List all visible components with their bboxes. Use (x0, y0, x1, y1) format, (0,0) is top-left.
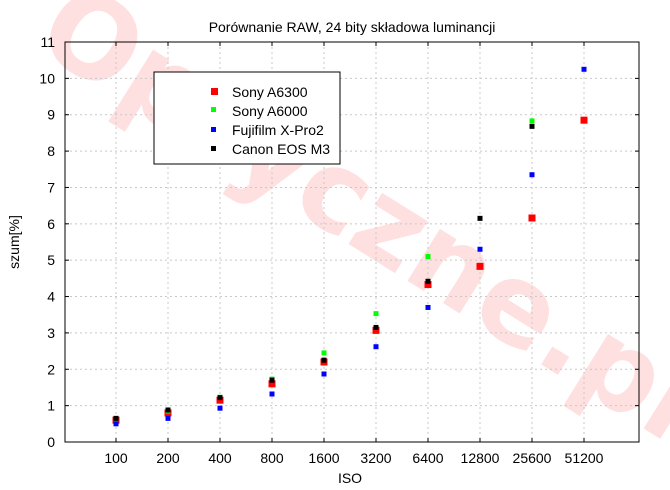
x-tick-label: 12800 (461, 450, 500, 466)
x-tick-label: 3200 (360, 450, 391, 466)
data-point-sony-a6300 (372, 326, 380, 334)
y-axis: 0 1 2 3 4 5 6 7 8 9 10 11 (39, 34, 639, 450)
y-tick-label: 7 (47, 179, 55, 195)
data-point-fujifilm-x-pro2 (529, 172, 535, 178)
y-tick-label: 9 (47, 107, 55, 123)
legend-marker (211, 88, 218, 95)
x-tick-label: 51200 (565, 450, 604, 466)
data-point-sony-a6300 (268, 380, 276, 388)
data-points (112, 66, 588, 427)
data-point-fujifilm-x-pro2 (373, 344, 379, 350)
data-point-sony-a6300 (476, 262, 484, 270)
y-tick-label: 8 (47, 143, 55, 159)
y-tick-label: 11 (40, 34, 55, 50)
data-point-sony-a6000 (425, 254, 431, 260)
data-point-canon-eos-m3 (217, 395, 223, 401)
x-tick-label: 6400 (412, 450, 443, 466)
y-tick-label: 10 (39, 70, 55, 86)
data-point-sony-a6300 (216, 396, 224, 404)
legend-item-canon-eos-m3: Canon EOS M3 (211, 141, 330, 157)
legend-label: Sony A6300 (232, 84, 308, 100)
data-point-sony-a6300 (580, 116, 588, 124)
data-point-sony-a6300 (424, 281, 432, 289)
data-point-canon-eos-m3 (529, 123, 535, 129)
x-axis: 100 200 400 800 1600 3200 6400 12800 25600 51200 (104, 42, 604, 466)
legend-box (153, 71, 341, 165)
y-tick-label: 6 (47, 216, 55, 232)
plot-frame (64, 41, 640, 443)
y-tick-label: 1 (47, 398, 55, 414)
data-point-sony-a6000 (529, 118, 535, 124)
data-point-sony-a6000 (321, 350, 327, 356)
legend-label: Canon EOS M3 (232, 141, 330, 157)
data-point-fujifilm-x-pro2 (165, 415, 171, 421)
legend-item-sony-a6300: Sony A6300 (211, 84, 308, 100)
x-axis-title: ISO (338, 470, 362, 486)
legend-item-fujifilm-x-pro2: Fujifilm X-Pro2 (211, 122, 324, 138)
data-point-canon-eos-m3 (373, 324, 379, 330)
data-point-fujifilm-x-pro2 (321, 371, 327, 377)
legend-label: Fujifilm X-Pro2 (232, 122, 324, 138)
x-tick-label: 100 (104, 450, 128, 466)
x-tick-label: 25600 (513, 450, 552, 466)
data-point-sony-a6300 (528, 214, 536, 222)
data-point-canon-eos-m3 (425, 278, 431, 284)
data-point-sony-a6000 (373, 311, 379, 317)
y-tick-label: 5 (47, 252, 55, 268)
y-tick-label: 3 (47, 325, 55, 341)
data-point-fujifilm-x-pro2 (113, 421, 119, 427)
x-tick-label: 200 (156, 450, 180, 466)
data-point-canon-eos-m3 (477, 215, 483, 221)
data-point-canon-eos-m3 (269, 377, 275, 383)
y-tick-label: 4 (47, 289, 55, 305)
legend-marker (211, 146, 216, 151)
legend-marker (211, 107, 216, 112)
data-point-fujifilm-x-pro2 (581, 66, 587, 72)
data-point-canon-eos-m3 (321, 357, 327, 363)
data-point-fujifilm-x-pro2 (217, 405, 223, 411)
data-point-canon-eos-m3 (113, 415, 119, 421)
legend-marker (211, 127, 216, 132)
data-point-canon-eos-m3 (165, 407, 171, 413)
chart-title: Porównanie RAW, 24 bity składowa luminan… (209, 19, 496, 35)
y-axis-title: szum[%] (6, 215, 22, 269)
y-tick-label: 2 (47, 361, 55, 377)
data-point-fujifilm-x-pro2 (269, 391, 275, 397)
y-tick-label: 0 (47, 434, 55, 450)
x-tick-label: 1600 (308, 450, 339, 466)
data-point-fujifilm-x-pro2 (477, 246, 483, 252)
x-tick-label: 400 (208, 450, 232, 466)
legend-label: Sony A6000 (232, 103, 308, 119)
watermark-text: Optyczne.pl (18, 0, 670, 467)
x-tick-label: 800 (260, 450, 284, 466)
legend: Sony A6300 Sony A6000 Fujifilm X-Pro2 Ca… (153, 71, 341, 165)
legend-item-sony-a6000: Sony A6000 (211, 103, 308, 119)
data-point-fujifilm-x-pro2 (425, 304, 431, 310)
